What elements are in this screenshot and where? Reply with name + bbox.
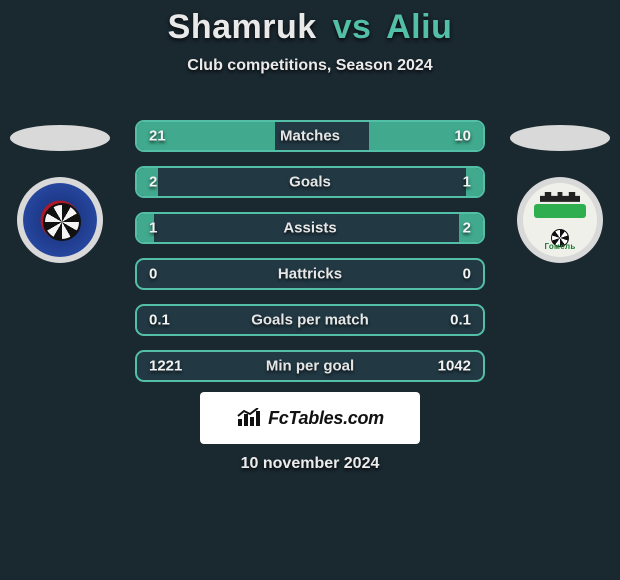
page-title: Shamruk vs Aliu bbox=[0, 8, 620, 47]
title-player1: Shamruk bbox=[168, 8, 317, 46]
side-left bbox=[10, 125, 110, 263]
stat-label: Goals per match bbox=[251, 312, 369, 329]
stat-value-left: 1221 bbox=[149, 358, 182, 375]
club-badge-art-right: Гомель bbox=[523, 183, 597, 257]
stat-row-goals: 2 Goals 1 bbox=[135, 166, 485, 198]
title-player2: Aliu bbox=[386, 8, 452, 46]
brand-link[interactable]: FcTables.com bbox=[200, 392, 420, 444]
stat-label: Goals bbox=[289, 174, 331, 191]
player2-club-badge: Гомель bbox=[517, 177, 603, 263]
stat-value-right: 1042 bbox=[438, 358, 471, 375]
stat-rows: 21 Matches 10 2 Goals 1 1 Assists 2 0 Ha… bbox=[135, 120, 485, 382]
stat-value-right: 0 bbox=[463, 266, 471, 283]
subtitle: Club competitions, Season 2024 bbox=[0, 57, 620, 75]
badge-text: Гомель bbox=[523, 242, 597, 251]
stat-value-left: 1 bbox=[149, 220, 157, 237]
title-vs: vs bbox=[333, 8, 372, 46]
stat-value-left: 21 bbox=[149, 128, 166, 145]
player2-avatar bbox=[510, 125, 610, 151]
badge-stripe bbox=[534, 204, 586, 218]
player1-avatar bbox=[10, 125, 110, 151]
stat-row-goals-per-match: 0.1 Goals per match 0.1 bbox=[135, 304, 485, 336]
stat-row-assists: 1 Assists 2 bbox=[135, 212, 485, 244]
date: 10 november 2024 bbox=[0, 455, 620, 473]
stat-value-left: 0 bbox=[149, 266, 157, 283]
stat-value-right: 2 bbox=[463, 220, 471, 237]
stat-row-hattricks: 0 Hattricks 0 bbox=[135, 258, 485, 290]
stat-value-right: 1 bbox=[463, 174, 471, 191]
badge-castle-icon bbox=[540, 192, 580, 202]
stat-row-min-per-goal: 1221 Min per goal 1042 bbox=[135, 350, 485, 382]
stat-value-right: 0.1 bbox=[450, 312, 471, 329]
brand-chart-icon bbox=[236, 408, 262, 428]
side-right: Гомель bbox=[510, 125, 610, 263]
stat-row-matches: 21 Matches 10 bbox=[135, 120, 485, 152]
stat-value-left: 0.1 bbox=[149, 312, 170, 329]
stat-value-left: 2 bbox=[149, 174, 157, 191]
stat-label: Min per goal bbox=[266, 358, 354, 375]
stat-label: Hattricks bbox=[278, 266, 342, 283]
player1-club-badge bbox=[17, 177, 103, 263]
stat-value-right: 10 bbox=[454, 128, 471, 145]
club-badge-art-left bbox=[23, 183, 97, 257]
brand-text: FcTables.com bbox=[268, 408, 384, 429]
stat-label: Assists bbox=[283, 220, 336, 237]
stat-label: Matches bbox=[280, 128, 340, 145]
comparison-card: Shamruk vs Aliu Club competitions, Seaso… bbox=[0, 0, 620, 580]
